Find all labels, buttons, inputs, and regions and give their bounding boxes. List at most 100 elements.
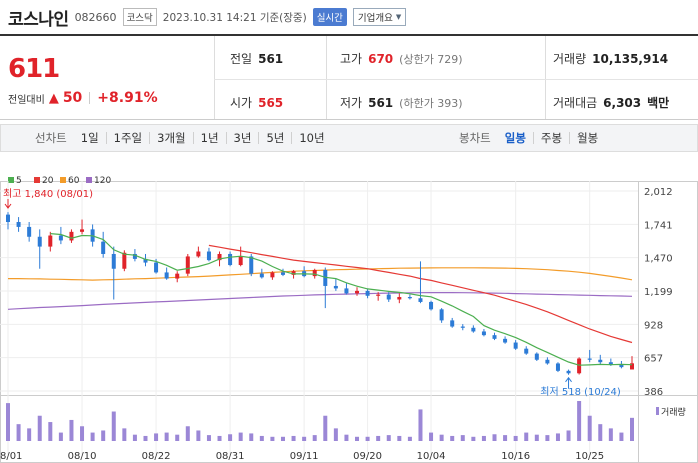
- volume-bar: [355, 436, 360, 441]
- volume-bar: [270, 436, 275, 441]
- open-value: 565: [258, 96, 284, 110]
- x-tick-label: 10/25: [575, 451, 604, 462]
- low-price: 저가 561 (하한가 393): [340, 94, 463, 111]
- legend-swatch-5: [8, 177, 14, 183]
- candle-body: [355, 290, 360, 294]
- y-tick-label: 386: [644, 387, 663, 398]
- high-arrow-icon: [4, 199, 12, 209]
- lower-limit: (하한가 393): [399, 97, 463, 110]
- legend-label-20: 20: [42, 176, 54, 186]
- volume-bar: [16, 424, 21, 441]
- legend-swatch-20: [34, 177, 40, 183]
- volume-bar: [460, 435, 465, 441]
- volume-bar: [312, 435, 317, 441]
- candle-body: [280, 272, 285, 275]
- candle-body: [630, 363, 634, 370]
- tab-period-5[interactable]: 5년: [258, 132, 291, 144]
- candle-body: [534, 353, 539, 360]
- volume-value: 10,135,914: [592, 52, 669, 66]
- low-annotation: 최저 518 (10/24): [540, 386, 621, 398]
- candle-body: [439, 309, 444, 321]
- divider: [545, 36, 546, 119]
- volume-bar: [185, 426, 190, 441]
- volume-bar: [503, 435, 508, 441]
- trade-amount: 거래대금 6,303 백만: [553, 94, 669, 111]
- volume-bar: [524, 432, 529, 441]
- volume-bar: [206, 435, 211, 441]
- tab-period-0[interactable]: 1일: [80, 131, 99, 145]
- volume-bar: [143, 435, 148, 441]
- volume-bar: [397, 435, 402, 441]
- candle-body: [16, 221, 21, 227]
- x-tick-label: 09/20: [353, 451, 382, 462]
- y-tick-label: 1,470: [644, 254, 673, 265]
- stock-code: 082660: [74, 10, 117, 24]
- low-label: 저가: [340, 96, 363, 110]
- volume-bar: [217, 435, 222, 441]
- tab-period-3[interactable]: 1년: [192, 132, 226, 144]
- candle-body: [58, 235, 63, 241]
- volume-bar: [513, 435, 518, 441]
- change-row: 전일대비 ▲ 50 +8.91%: [8, 90, 158, 106]
- line-chart-tabs: 선차트 1일 1주일 3개월 1년 3년 5년 10년: [35, 130, 332, 146]
- realtime-button[interactable]: 실시간: [312, 8, 347, 26]
- prev-close: 전일 561: [230, 50, 283, 67]
- candle-body: [196, 251, 201, 257]
- candle-body: [503, 338, 508, 343]
- volume-bar: [69, 419, 74, 441]
- tab-candle-0[interactable]: 일봉: [504, 131, 526, 145]
- divider: [214, 36, 215, 119]
- tab-period-6[interactable]: 10년: [291, 132, 331, 144]
- y-tick-label: 1,741: [644, 220, 673, 231]
- high-label: 고가: [340, 52, 363, 66]
- volume-bar: [376, 435, 381, 441]
- candle-body: [492, 335, 497, 339]
- volume-bar: [6, 403, 10, 441]
- volume-bar: [37, 415, 42, 441]
- volume-bar: [365, 436, 370, 441]
- volume-bar: [132, 434, 137, 441]
- candle-body: [545, 359, 550, 364]
- volume-bar: [238, 432, 243, 441]
- company-info-dropdown[interactable]: 기업개요 ▼: [352, 8, 407, 26]
- candle-body: [608, 362, 613, 365]
- divider: [326, 36, 327, 119]
- y-tick-label: 2,012: [644, 187, 673, 198]
- candle-body: [69, 231, 74, 241]
- volume-bar: [101, 430, 106, 441]
- tab-period-1[interactable]: 1주일: [105, 132, 149, 144]
- volume-bar: [566, 430, 571, 441]
- candle-body: [376, 294, 381, 296]
- volume-bar: [27, 428, 32, 441]
- tab-candle-2[interactable]: 월봉: [569, 132, 605, 144]
- candle-body: [407, 297, 412, 299]
- candle-body: [333, 285, 338, 289]
- candle-body: [481, 331, 486, 336]
- quote-row-2: 시가 565 저가 561 (하한가 393) 거래대금 6,303 백만: [214, 79, 698, 122]
- volume-bar: [598, 424, 603, 441]
- tab-period-2[interactable]: 3개월: [149, 132, 192, 144]
- chart-frame: [0, 181, 698, 463]
- candle-body: [37, 236, 42, 247]
- candle-body: [206, 251, 211, 261]
- y-tick-label: 657: [644, 354, 663, 365]
- tab-candle-1[interactable]: 주봉: [532, 132, 569, 144]
- tab-period-4[interactable]: 3년: [225, 132, 259, 144]
- volume-bar: [302, 436, 307, 441]
- line-chart-label: 선차트: [35, 131, 67, 145]
- legend-label-60: 60: [68, 176, 80, 186]
- candle-body: [270, 272, 275, 278]
- candle-body: [471, 327, 476, 332]
- candle-body: [323, 269, 328, 286]
- volume-bar: [259, 435, 264, 441]
- candle-body: [555, 363, 560, 371]
- candle-body: [122, 252, 127, 269]
- stock-chart[interactable]: 5 20 60 120 2,012 1,741 1,470 1,199 928 657 386 08/…: [0, 155, 698, 463]
- volume-bar: [122, 428, 127, 441]
- candle-body: [249, 256, 254, 274]
- volume-bar: [291, 435, 296, 441]
- volume-bar: [555, 433, 560, 441]
- low-arrow-icon: [565, 376, 572, 389]
- candle-chart-tabs: 봉차트 일봉 주봉 월봉: [459, 130, 605, 146]
- candle-body: [154, 262, 159, 273]
